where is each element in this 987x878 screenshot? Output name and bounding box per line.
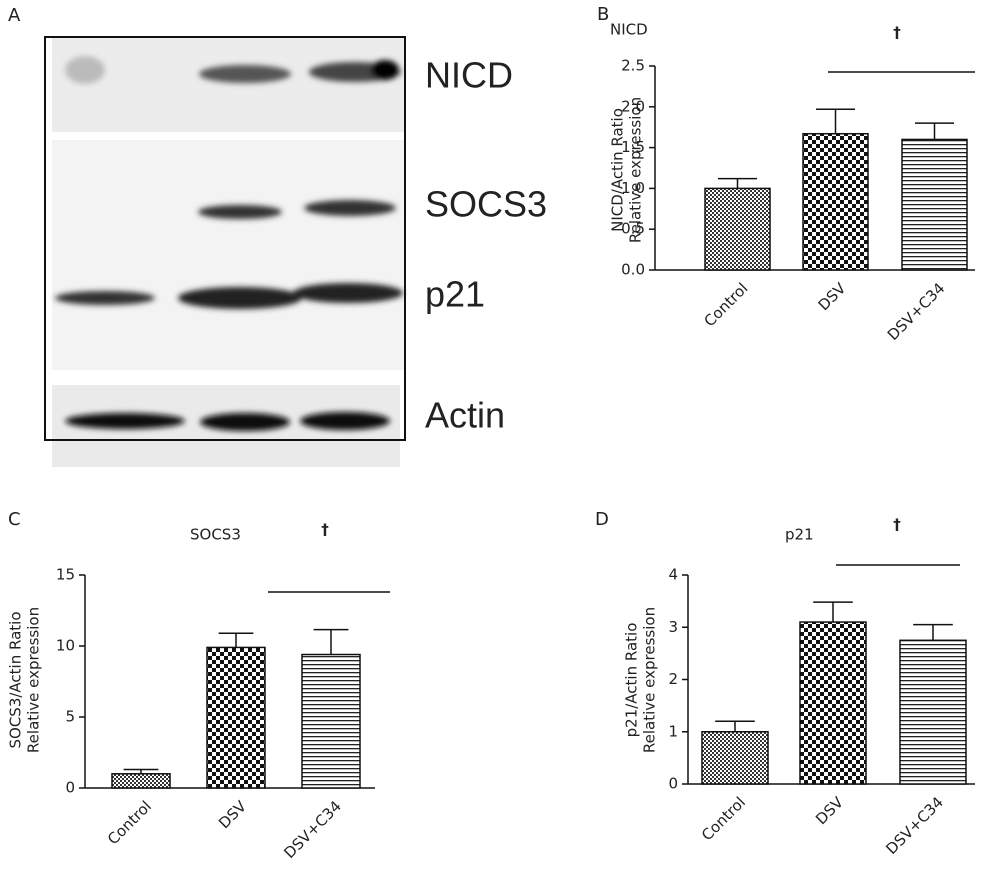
y-tick-label: 3 xyxy=(668,618,678,636)
bar xyxy=(701,731,769,785)
y-tick-label: 0.5 xyxy=(621,220,645,238)
annotation: † xyxy=(321,521,329,539)
y-tick-label: 2.0 xyxy=(621,97,645,115)
panel-label: C xyxy=(8,509,21,530)
annotation: † xyxy=(893,516,901,534)
y-tick-label: 0.0 xyxy=(621,261,645,279)
y-axis-label: Relative expression xyxy=(627,97,645,243)
bar xyxy=(899,639,967,785)
blot-strip xyxy=(52,140,404,370)
y-tick-label: 1 xyxy=(668,722,678,740)
y-tick-label: 0 xyxy=(668,775,678,793)
y-tick-label: 0 xyxy=(65,779,75,797)
x-tick-label: DSV xyxy=(815,279,850,314)
bar xyxy=(802,132,869,271)
y-axis-label: SOCS3/Actin Ratio xyxy=(7,612,25,749)
chart-title: SOCS3 xyxy=(190,526,241,544)
y-axis-label: NICD/Actin Ratio xyxy=(609,108,627,232)
y-tick-label: 5 xyxy=(65,708,75,726)
y-tick-label: 1.0 xyxy=(621,179,645,197)
blot-bands xyxy=(55,56,403,431)
chart-title: NICD xyxy=(610,21,648,39)
bar xyxy=(111,773,171,789)
x-tick-label: DSV+C34 xyxy=(884,279,949,344)
y-axis-label: Relative expression xyxy=(641,607,659,753)
y-tick-label: 10 xyxy=(56,637,75,655)
y-tick-label: 2 xyxy=(668,670,678,688)
x-tick-label: Control xyxy=(104,797,155,848)
y-tick-label: 2.5 xyxy=(621,57,645,75)
y-tick-label: 15 xyxy=(56,566,75,584)
bar xyxy=(206,646,266,789)
blot-label: Actin xyxy=(425,395,505,436)
blot-panel: A NICD SOCS3 p21 Actin xyxy=(8,5,547,467)
annotation: † xyxy=(893,24,901,42)
x-tick-label: DSV+C34 xyxy=(882,793,947,858)
blot-label: p21 xyxy=(425,274,485,315)
y-axis-label: Relative expression xyxy=(25,607,43,753)
bar xyxy=(901,138,968,271)
x-tick-label: DSV xyxy=(215,797,250,832)
bar xyxy=(799,621,867,785)
bar xyxy=(301,653,361,789)
blot-frame xyxy=(44,36,406,441)
x-tick-label: Control xyxy=(700,279,751,330)
bar xyxy=(704,187,771,271)
blot-strip xyxy=(52,37,404,132)
x-tick-label: DSV+C34 xyxy=(280,797,345,862)
panel-label: A xyxy=(8,5,21,26)
y-tick-label: 4 xyxy=(668,566,678,584)
y-axis-label: p21/Actin Ratio xyxy=(623,623,641,738)
blot-label: NICD xyxy=(425,55,513,96)
x-tick-label: Control xyxy=(698,793,749,844)
y-tick-label: 1.5 xyxy=(621,138,645,156)
panel-label: D xyxy=(595,509,609,530)
blot-label: SOCS3 xyxy=(425,184,547,225)
panel-label: B xyxy=(597,4,609,25)
x-tick-label: DSV xyxy=(812,793,847,828)
chart-title: p21 xyxy=(785,526,814,544)
